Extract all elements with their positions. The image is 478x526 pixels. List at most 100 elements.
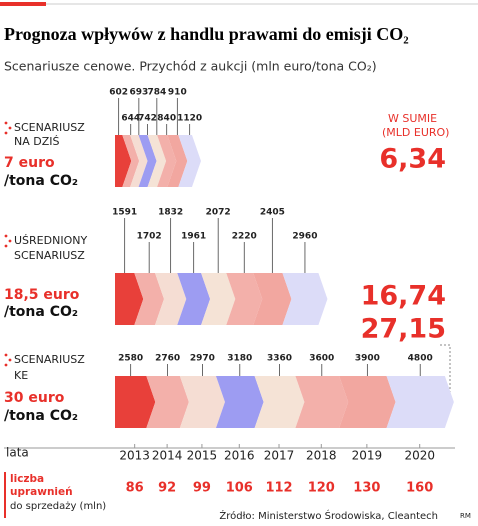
value-label: 1961 (181, 232, 206, 242)
source: Źródło: Ministerstwo Środowiska, Cleante… (219, 509, 438, 522)
segment (138, 135, 157, 187)
value-label: 910 (168, 88, 187, 98)
scenario-total: 27,15 (361, 314, 446, 345)
segment (254, 376, 305, 428)
allowance-value: 160 (406, 481, 433, 496)
segment (215, 376, 264, 428)
scenario-icon (4, 353, 8, 357)
segment (155, 273, 187, 325)
segment (226, 273, 263, 325)
allowance-value: 130 (353, 481, 380, 496)
segment (167, 135, 188, 187)
allowance-value: 112 (265, 481, 292, 496)
value-label: 3900 (355, 354, 380, 364)
value-label: 602 (109, 88, 128, 98)
top-accent (0, 2, 46, 6)
allowance-label: do sprzedaży (mln) (10, 501, 106, 512)
chart-subtitle: Scenariusze cenowe. Przychód z aukcji (m… (4, 59, 377, 74)
segment (122, 135, 140, 187)
year-label: 2020 (404, 449, 435, 463)
year-label: 2013 (119, 449, 150, 463)
segment (134, 273, 165, 325)
scenario-unit: /tona CO₂ (4, 304, 78, 320)
allowance-value: 92 (158, 481, 176, 496)
year-label: 2016 (224, 449, 255, 463)
segment (178, 135, 201, 187)
segment (147, 135, 167, 187)
total-heading: W SUMIE (388, 112, 437, 125)
scenario-icon (8, 126, 12, 130)
segment (115, 376, 156, 428)
segment (146, 376, 189, 428)
value-label: 693 (129, 88, 148, 98)
value-label: 2580 (118, 354, 143, 364)
scenario-name: SCENARIUSZ (14, 353, 85, 366)
segment (253, 273, 292, 325)
segment (282, 273, 328, 325)
scenario-unit: /tona CO₂ (4, 173, 78, 189)
year-label: 2015 (187, 449, 218, 463)
value-label: 784 (147, 88, 166, 98)
segment (179, 376, 225, 428)
value-label: 1702 (137, 232, 162, 242)
value-label: 1120 (177, 114, 202, 124)
value-label: 3360 (267, 354, 292, 364)
value-label: 2760 (155, 354, 180, 364)
scenario-price: 30 euro (4, 390, 65, 406)
scenario-icon (8, 358, 12, 362)
segment (157, 135, 177, 187)
value-label: 2970 (190, 354, 215, 364)
value-label: 3600 (309, 354, 334, 364)
scenario-icon (4, 363, 8, 367)
year-label: 2017 (264, 449, 295, 463)
segment (339, 376, 396, 428)
scenario-icon (8, 239, 12, 243)
segment (295, 376, 349, 428)
value-label: 742 (138, 114, 157, 124)
total-heading: (MLD EURO) (382, 126, 449, 139)
year-label: 2014 (152, 449, 183, 463)
value-label: 2405 (260, 208, 285, 218)
value-label: 644 (121, 114, 140, 124)
allowance-value: 86 (126, 481, 144, 496)
segment (177, 273, 211, 325)
allowance-value: 106 (226, 481, 253, 496)
value-label: 2960 (292, 232, 317, 242)
segment (201, 273, 236, 325)
scenario-icon (4, 131, 8, 135)
year-label: 2018 (306, 449, 337, 463)
scenario-name: SCENARIUSZ (14, 249, 85, 262)
axis-label: lata (6, 446, 29, 460)
allowance-value: 99 (193, 481, 211, 496)
legend-accent (4, 472, 6, 518)
value-label: 840 (157, 114, 176, 124)
scenario-price: 18,5 euro (4, 287, 80, 303)
segment (115, 135, 132, 187)
allowance-label: uprawnień (10, 486, 73, 498)
scenario-total: 6,34 (379, 144, 446, 175)
scenario-name: SCENARIUSZ (14, 121, 85, 134)
value-label: 4800 (408, 354, 433, 364)
segment (386, 376, 454, 428)
value-label: 3180 (227, 354, 252, 364)
value-label: 2220 (232, 232, 257, 242)
credit: RM (460, 512, 471, 520)
scenario-price: 7 euro (4, 155, 55, 171)
scenario-total: 16,74 (361, 281, 446, 312)
scenario-name: NA DZIŚ (14, 135, 60, 148)
scenario-unit: /tona CO₂ (4, 408, 78, 424)
scenario-name: UŚREDNIONY (14, 234, 87, 247)
chart-title: Prognoza wpływów z handlu prawami do emi… (4, 24, 409, 44)
scenario-icon (4, 121, 8, 125)
value-label: 2072 (206, 208, 231, 218)
scenario-icon (4, 244, 8, 248)
scenario-name: KE (14, 369, 28, 382)
scenario-icon (4, 234, 8, 238)
segment (115, 273, 144, 325)
value-label: 1832 (158, 208, 183, 218)
value-label: 1591 (112, 208, 137, 218)
allowance-label: liczba (10, 473, 44, 485)
segment (130, 135, 148, 187)
allowance-value: 120 (308, 481, 335, 496)
